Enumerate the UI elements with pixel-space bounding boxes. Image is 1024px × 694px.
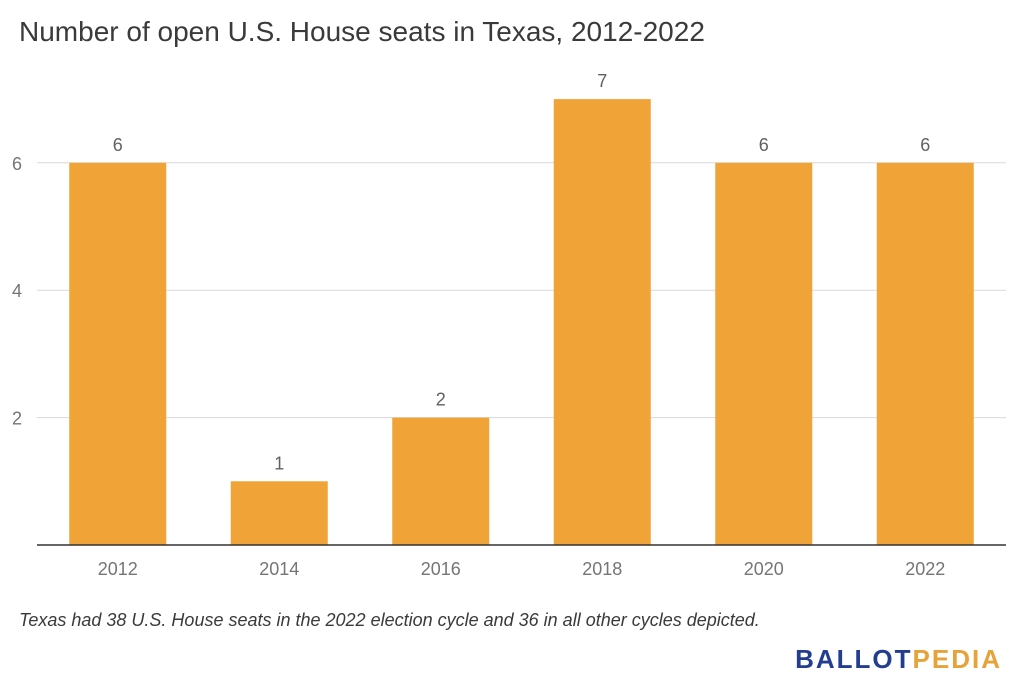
data-label-2018: 7 <box>597 71 607 91</box>
data-label-2020: 6 <box>759 135 769 155</box>
footnote: Texas had 38 U.S. House seats in the 202… <box>19 610 760 630</box>
bar-2020[interactable] <box>715 162 813 546</box>
data-labels: 6 1 2 7 6 6 <box>113 71 931 473</box>
x-tick-label-2018: 2018 <box>582 559 622 579</box>
ballotpedia-logo[interactable]: BALLOTPEDIA <box>795 644 1002 675</box>
logo-part-pedia: PEDIA <box>912 644 1002 674</box>
x-tick-label-2016: 2016 <box>421 559 461 579</box>
data-label-2016: 2 <box>436 390 446 410</box>
bar-2018[interactable] <box>553 99 651 545</box>
bars <box>69 99 974 546</box>
logo-part-ballot: BALLOT <box>795 644 913 674</box>
gridlines <box>37 162 1006 419</box>
data-label-2014: 1 <box>274 453 284 473</box>
y-tick-label: 2 <box>12 409 22 429</box>
bar-chart: 2 4 6 6 1 2 7 6 6 2012 2014 2016 2018 2020 2022 <box>12 71 1006 579</box>
y-tick-label: 6 <box>12 154 22 174</box>
y-axis-ticks: 2 4 6 <box>12 154 22 429</box>
bar-2016[interactable] <box>392 417 490 545</box>
x-tick-label-2020: 2020 <box>744 559 784 579</box>
data-label-2012: 6 <box>113 135 123 155</box>
data-label-2022: 6 <box>920 135 930 155</box>
bar-2012[interactable] <box>69 162 167 546</box>
x-tick-label-2012: 2012 <box>98 559 138 579</box>
bar-2022[interactable] <box>876 162 974 546</box>
y-tick-label: 4 <box>12 281 22 301</box>
x-axis-ticks: 2012 2014 2016 2018 2020 2022 <box>98 559 946 579</box>
chart-title: Number of open U.S. House seats in Texas… <box>19 16 705 47</box>
x-tick-label-2014: 2014 <box>259 559 299 579</box>
x-tick-label-2022: 2022 <box>905 559 945 579</box>
bar-2014[interactable] <box>230 481 328 545</box>
